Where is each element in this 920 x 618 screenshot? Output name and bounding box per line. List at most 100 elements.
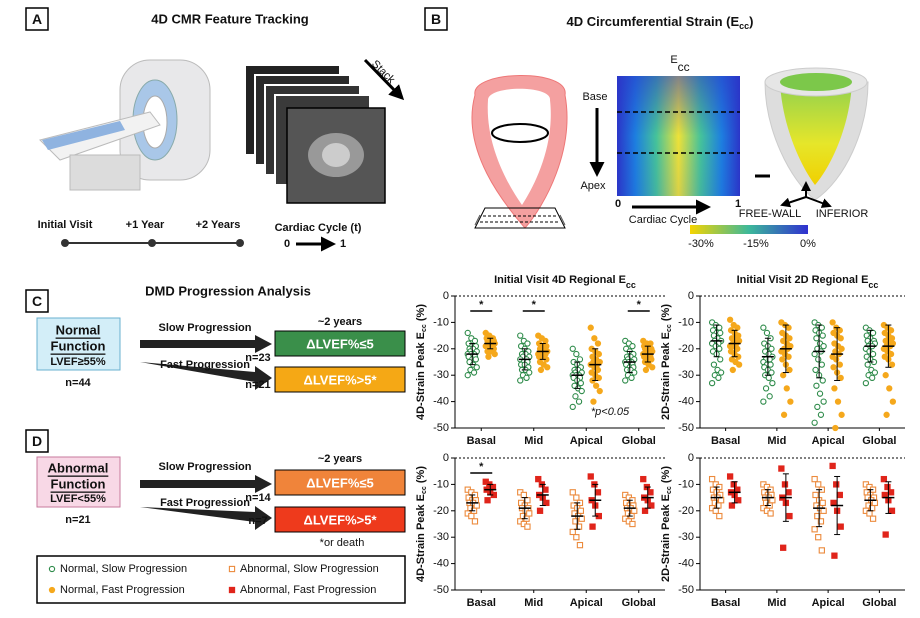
data-point	[728, 502, 736, 509]
legend-label: Normal, Fast Progression	[60, 584, 185, 596]
panel-label-box	[25, 7, 49, 31]
fast-arrow	[140, 362, 272, 390]
heart-sketch	[471, 75, 568, 229]
data-point	[573, 534, 580, 541]
cycle-end: 1	[340, 238, 346, 250]
apex-label: Apex	[580, 180, 606, 192]
data-point	[818, 547, 825, 554]
x-tick-label: Apical	[570, 435, 603, 447]
timeline-label: +1 Year	[126, 219, 165, 231]
data-point	[473, 364, 480, 371]
data-point	[813, 335, 820, 342]
data-point	[524, 340, 531, 347]
panel-label: A	[32, 11, 42, 27]
data-point	[767, 510, 774, 517]
data-point	[817, 518, 825, 525]
label-part: cc	[421, 486, 428, 494]
data-point	[594, 489, 602, 496]
data-point	[866, 510, 873, 517]
label-part: (%)	[415, 466, 427, 487]
data-point	[569, 403, 576, 411]
data-point	[815, 534, 822, 541]
y-tick-label: -20	[433, 343, 449, 355]
data-point	[886, 385, 893, 392]
y-tick-label: -10	[433, 478, 449, 490]
data-point	[717, 497, 725, 504]
data-point	[729, 366, 736, 374]
data-point	[819, 377, 826, 384]
slow-arrow	[140, 475, 272, 493]
panel-title: DMD Progression Analysis	[145, 284, 311, 299]
data-point	[649, 364, 656, 371]
data-point	[778, 465, 785, 472]
significance-star: *	[479, 461, 484, 473]
data-point	[779, 356, 786, 363]
data-point	[762, 385, 770, 392]
data-point	[781, 481, 789, 488]
data-point	[572, 393, 579, 400]
data-point	[517, 377, 524, 384]
data-point	[526, 369, 533, 376]
data-point	[818, 324, 825, 331]
data-point	[595, 350, 602, 358]
data-point	[517, 332, 524, 339]
data-point	[837, 335, 844, 342]
group-n: n=44	[65, 377, 91, 389]
data-point	[734, 486, 741, 493]
data-point	[471, 518, 479, 525]
chart-title: Initial Visit 2D Regional Ecc	[737, 274, 879, 290]
panel-label-box	[25, 289, 49, 313]
data-point	[881, 491, 888, 499]
panel-label: B	[431, 11, 441, 27]
data-point	[591, 335, 598, 342]
duration: ~2 years	[318, 453, 362, 465]
data-point	[820, 398, 827, 405]
y-tick-label: -20	[678, 343, 694, 355]
y-tick-label: 0	[688, 452, 694, 464]
label-part: cc	[421, 324, 428, 332]
data-point	[820, 507, 827, 514]
data-point	[830, 499, 837, 507]
data-point	[631, 507, 638, 514]
data-point	[573, 494, 580, 501]
y-tick-label: -40	[433, 396, 449, 408]
data-point	[869, 515, 877, 522]
data-point	[814, 512, 821, 520]
x-tick-label: Mid	[524, 435, 543, 447]
group-box	[36, 456, 121, 508]
x-tick-label: Apical	[812, 597, 845, 609]
direction-label: FREE-WALL	[739, 208, 802, 220]
data-point	[536, 507, 544, 514]
data-point	[628, 374, 635, 381]
data-point	[829, 319, 836, 326]
data-point	[819, 332, 826, 339]
panel-label-box	[424, 7, 448, 31]
data-point	[819, 499, 826, 507]
x-label: Cardiac Cycle	[629, 214, 697, 226]
fast-arrow	[140, 506, 272, 530]
data-point	[576, 541, 584, 549]
x-tick-label: Global	[622, 435, 656, 447]
colorbar-label: -15%	[743, 238, 769, 250]
image-stack	[244, 58, 405, 204]
timeline-dot	[148, 239, 156, 247]
data-point	[862, 379, 870, 387]
data-point	[769, 379, 776, 387]
data-point	[830, 364, 837, 371]
data-point	[864, 361, 871, 368]
data-point	[593, 382, 600, 389]
data-point	[816, 390, 824, 397]
data-point	[812, 366, 819, 374]
y-tick-label: 0	[688, 290, 694, 302]
data-point	[829, 462, 836, 470]
y-tick-label: -50	[678, 422, 694, 434]
data-point	[767, 361, 774, 368]
data-point	[734, 345, 741, 352]
timeline-dot	[61, 239, 69, 247]
x-tick-label: Apical	[570, 597, 603, 609]
data-point	[577, 507, 584, 514]
legend-marker	[228, 586, 236, 594]
slow-arrow	[140, 335, 272, 353]
data-point	[785, 324, 792, 331]
data-point	[780, 372, 787, 379]
